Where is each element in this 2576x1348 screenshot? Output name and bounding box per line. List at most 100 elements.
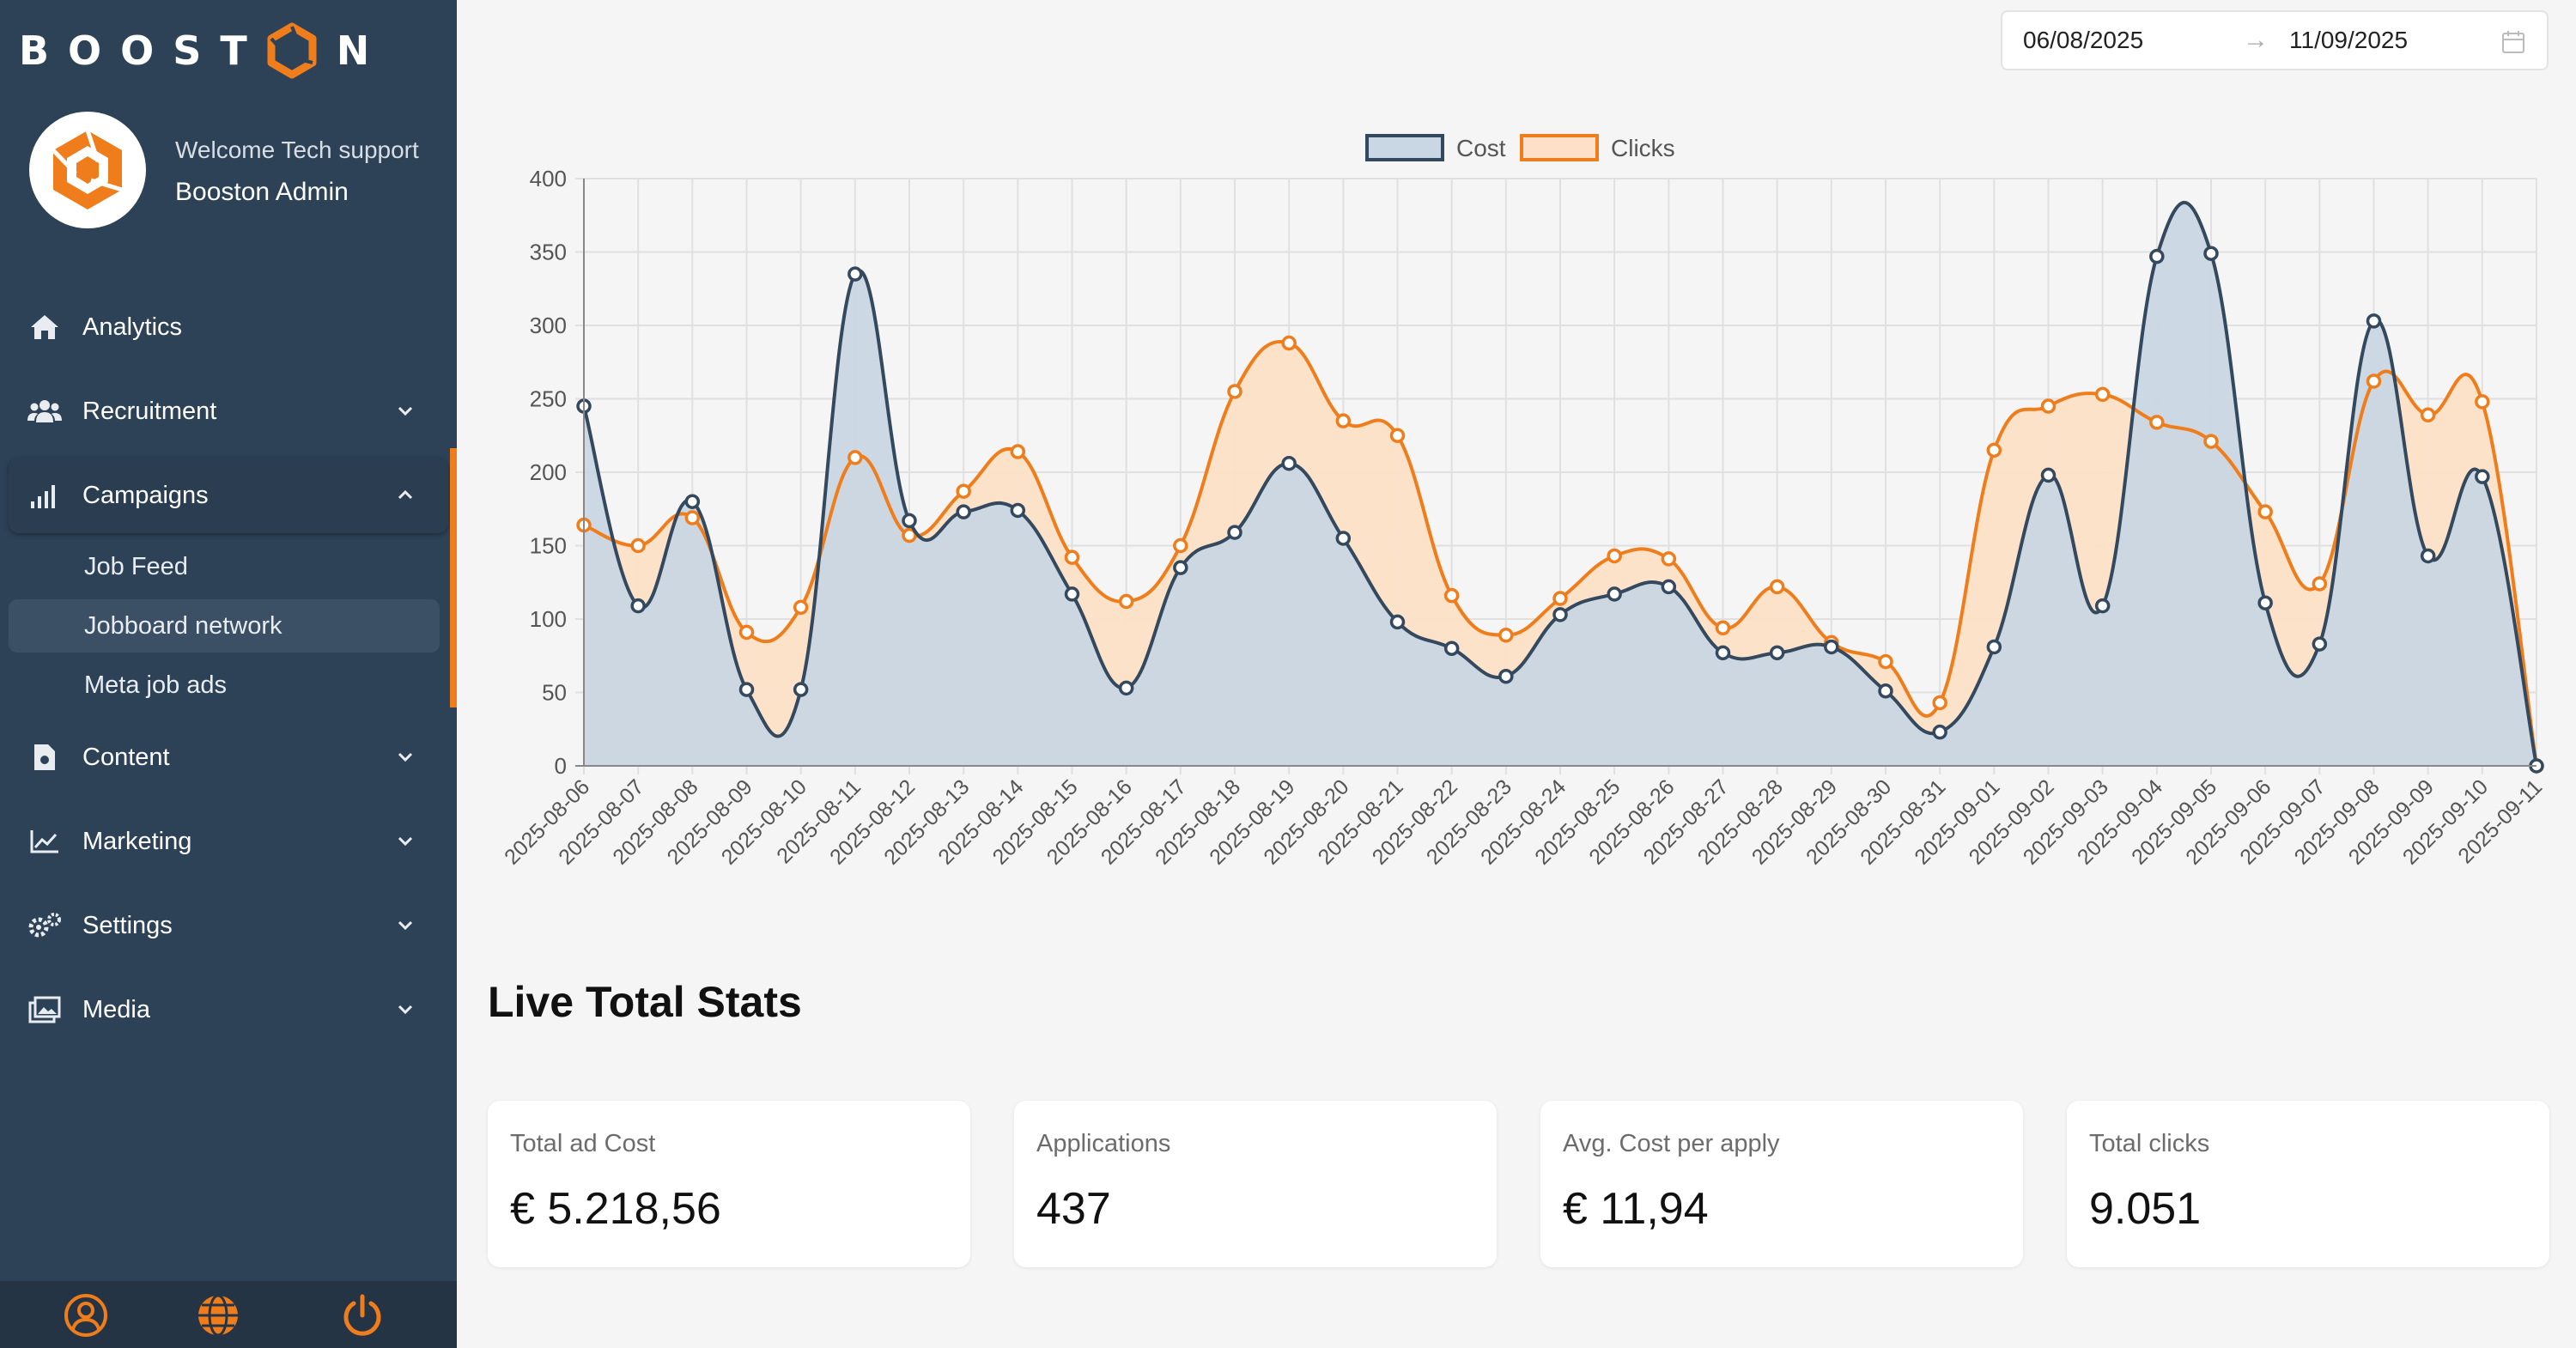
data-point-clicks [2040, 398, 2057, 414]
stat-label: Avg. Cost per apply [1563, 1130, 1780, 1157]
data-point-clicks [1443, 587, 1460, 604]
sidebar-item-recruitment[interactable]: Recruitment [0, 369, 457, 453]
stat-value: 437 [1036, 1184, 1111, 1234]
data-point-cost [1878, 683, 1893, 699]
logo-text-left: BOOST [19, 27, 266, 74]
chevron-down-icon[interactable] [395, 746, 416, 767]
data-point-clicks [1878, 653, 1893, 670]
start-date-input[interactable]: 06/08/2025 [2023, 27, 2144, 53]
sidebar-item-settings[interactable]: Settings [0, 883, 457, 968]
data-point-cost [1661, 579, 1677, 595]
active-section-indicator [450, 448, 457, 707]
sidebar-nav: Analytics Recruitment Campaigns Job Feed… [0, 285, 457, 1052]
data-point-cost [2257, 595, 2273, 610]
stat-card-applications: Applications 437 [1014, 1101, 1497, 1267]
data-point-clicks [2366, 373, 2382, 389]
sidebar-subitem-meta-job-ads[interactable]: Meta job ads [84, 671, 228, 699]
data-point-cost [1986, 639, 2002, 655]
data-point-cost [1118, 680, 1134, 696]
sidebar-item-label: Media [82, 995, 150, 1023]
data-point-cost [1607, 586, 1622, 602]
sidebar-item-marketing[interactable]: Marketing [0, 799, 457, 883]
welcome-text: Welcome Tech support [175, 137, 419, 163]
sidebar-subitem-job-feed[interactable]: Job Feed [84, 553, 188, 580]
y-tick-label: 150 [530, 533, 567, 559]
data-point-clicks [1389, 428, 1406, 443]
user-name: Booston Admin [175, 178, 349, 206]
y-tick-label: 400 [530, 166, 567, 191]
legend-swatch-clicks [1520, 134, 1599, 161]
chevron-up-icon[interactable] [395, 485, 416, 506]
data-point-cost [630, 598, 646, 614]
data-point-clicks [630, 537, 646, 554]
data-point-clicks [1118, 593, 1134, 610]
user-circle-icon[interactable] [64, 1293, 108, 1338]
section-title: Live Total Stats [488, 978, 802, 1026]
logo-mark-icon [267, 22, 317, 79]
data-point-clicks [738, 624, 755, 641]
gears-icon [27, 908, 62, 943]
data-point-clicks [2257, 504, 2273, 519]
sidebar-item-label: Recruitment [82, 397, 217, 425]
legend-label-clicks: Clicks [1611, 135, 1675, 161]
data-point-clicks [1552, 591, 1568, 606]
data-point-cost [2040, 467, 2057, 483]
logo-text-right: N [336, 27, 389, 74]
sidebar-item-label: Settings [82, 911, 173, 939]
series-area-cost [584, 202, 2537, 766]
y-tick-label: 100 [530, 606, 567, 632]
data-point-clicks [902, 527, 917, 543]
home-icon [27, 310, 62, 344]
sidebar: BOOST N Welcome Tech suppo [0, 0, 457, 1348]
y-tick-label: 50 [542, 680, 567, 706]
data-point-cost [902, 513, 917, 529]
y-tick-label: 300 [530, 313, 567, 338]
data-point-clicks [1227, 384, 1242, 399]
chart-legend: Cost Clicks [1365, 134, 1675, 161]
data-point-cost [2149, 248, 2165, 264]
y-tick-label: 200 [530, 459, 567, 485]
main-content: 06/08/2025 → 11/09/2025 0 50 100 150 200 250 3… [457, 0, 2576, 1348]
file-icon [27, 740, 62, 774]
calendar-icon[interactable] [2500, 29, 2526, 55]
date-range-picker[interactable]: 06/08/2025 → 11/09/2025 [2001, 10, 2549, 70]
power-icon[interactable] [340, 1293, 385, 1338]
stat-value: 9.051 [2089, 1184, 2202, 1234]
chart-svg: 0501001502002503003504002025-08-062025-0… [500, 134, 2547, 870]
sidebar-item-content[interactable]: Content [0, 715, 457, 799]
data-point-cost [684, 494, 701, 509]
data-point-cost [738, 682, 755, 697]
stat-card-total-ad-cost: Total ad Cost € 5.218,56 [488, 1101, 970, 1267]
sidebar-item-media[interactable]: Media [0, 968, 457, 1052]
data-point-clicks [2420, 407, 2436, 423]
sidebar-item-campaigns[interactable]: Campaigns [9, 458, 448, 533]
chevron-down-icon[interactable] [395, 914, 416, 935]
data-point-clicks [1607, 548, 1622, 564]
sidebar-item-label: Content [82, 743, 170, 771]
data-point-clicks [848, 450, 863, 465]
sidebar-item-analytics[interactable]: Analytics [0, 285, 457, 369]
data-point-cost [1552, 607, 1568, 622]
end-date-input[interactable]: 11/09/2025 [2289, 27, 2409, 53]
user-profile: Welcome Tech support Booston Admin [29, 112, 419, 228]
brand-logo[interactable]: BOOST N [19, 21, 388, 81]
data-point-clicks [956, 483, 971, 499]
arrow-right-icon: → [2243, 26, 2269, 54]
chevron-down-icon[interactable] [395, 999, 416, 1019]
data-point-cost [1824, 639, 1839, 655]
data-point-cost [1010, 502, 1026, 519]
campaigns-submenu: Job Feed Jobboard network Meta job ads [0, 448, 457, 715]
legend-label-cost: Cost [1456, 135, 1506, 161]
legend-swatch-cost [1365, 134, 1444, 161]
y-tick-label: 250 [530, 386, 567, 412]
sidebar-subitem-jobboard-network[interactable]: Jobboard network [9, 599, 440, 653]
stat-label: Applications [1036, 1130, 1171, 1157]
chevron-down-icon[interactable] [395, 400, 416, 421]
avatar[interactable] [29, 112, 146, 228]
data-point-cost [2475, 469, 2490, 484]
stat-card-total-clicks: Total clicks 9.051 [2067, 1101, 2549, 1267]
data-point-clicks [1932, 695, 1947, 711]
globe-icon[interactable] [196, 1293, 240, 1338]
chevron-down-icon[interactable] [395, 830, 416, 851]
data-point-cost [1443, 641, 1460, 656]
